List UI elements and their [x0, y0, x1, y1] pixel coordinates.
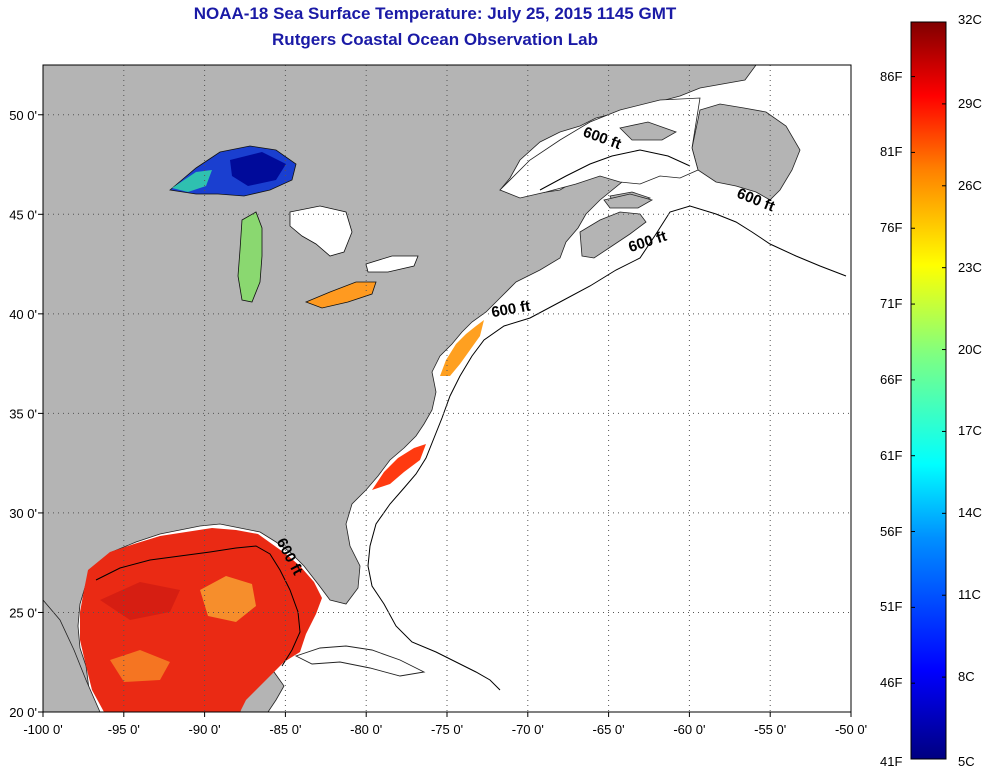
lon-tick-label: -85 0' — [269, 722, 301, 737]
colorbar-fahrenheit-label: 61F — [880, 447, 903, 463]
isobath-600ft-gulf-stlawrence — [539, 149, 691, 191]
sst-gulf-warm-spot-2 — [110, 650, 170, 682]
longitude-labels: -100 0' -95 0' -90 0' -85 0' -80 0' -75 0' -70… — [23, 712, 867, 737]
colorbar-celsius-label: 11C — [958, 587, 981, 603]
land-cuba — [294, 645, 426, 677]
colorbar-fahrenheit-label: 51F — [880, 599, 903, 615]
colorbar-fahrenheit-label: 41F — [880, 754, 903, 769]
lat-tick-label: 45 0' — [9, 207, 37, 222]
lat-tick-label: 40 0' — [9, 307, 37, 322]
colorbar-fahrenheit-label: 56F — [880, 523, 903, 539]
lon-tick-label: -70 0' — [512, 722, 544, 737]
land-nova-scotia — [579, 211, 647, 259]
colorbar-celsius-label: 5C — [958, 754, 975, 769]
colorbar — [910, 21, 947, 760]
map-subtitle: Rutgers Coastal Ocean Observation Lab — [272, 30, 598, 49]
colorbar-celsius-label: 14C — [958, 505, 982, 521]
latitude-labels: 20 0' 25 0' 30 0' 35 0' 40 0' 45 0' 50 0' — [9, 108, 43, 720]
colorbar-fahrenheit-label: 66F — [880, 371, 903, 387]
land-mexico — [43, 599, 101, 712]
sst-gulf-warm-spot — [200, 576, 256, 622]
lat-tick-label: 50 0' — [9, 108, 37, 123]
lon-tick-label: -75 0' — [431, 722, 463, 737]
colorbar-celsius-label: 26C — [958, 177, 982, 193]
colorbar-fahrenheit-label: 86F — [880, 68, 903, 84]
lon-tick-label: -100 0' — [23, 722, 62, 737]
lake-erie — [304, 281, 377, 309]
colorbar-celsius-label: 20C — [958, 341, 982, 357]
colorbar-fahrenheit-label: 46F — [880, 675, 903, 691]
colorbar-celsius-label: 23C — [958, 259, 982, 275]
lat-tick-label: 30 0' — [9, 506, 37, 521]
lat-tick-label: 25 0' — [9, 605, 37, 620]
land-newfoundland — [691, 103, 801, 201]
colorbar-celsius-label: 29C — [958, 95, 982, 111]
lon-tick-label: -55 0' — [754, 722, 786, 737]
isobath-600ft-line — [367, 205, 847, 691]
lon-tick-label: -95 0' — [108, 722, 140, 737]
lon-tick-label: -65 0' — [593, 722, 625, 737]
sst-gulf-darker — [100, 582, 180, 620]
lake-huron — [289, 205, 353, 257]
lon-tick-label: -80 0' — [350, 722, 382, 737]
anticosti-island — [619, 121, 677, 141]
lon-tick-label: -60 0' — [673, 722, 705, 737]
colorbar-celsius-label: 17C — [958, 423, 982, 439]
colorbar-celsius-label: 32C — [958, 12, 982, 27]
sst-carolina — [372, 444, 426, 490]
isobath-600ft-gulf — [95, 545, 301, 667]
map-title: NOAA-18 Sea Surface Temperature: July 25… — [193, 4, 677, 23]
sst-midatlantic — [440, 320, 484, 376]
lake-superior-west — [172, 170, 212, 192]
isobath-label: 600 ft — [490, 298, 532, 322]
lake-superior-cold — [230, 152, 286, 186]
lat-tick-label: 35 0' — [9, 406, 37, 421]
colorbar-fahrenheit-label: 76F — [880, 220, 903, 236]
lake-ontario — [365, 255, 419, 273]
colorbar-ticks — [911, 21, 946, 760]
colorbar-fahrenheit-label: 81F — [880, 144, 903, 160]
land-north-america — [43, 65, 757, 712]
lake-michigan — [237, 211, 263, 303]
lat-tick-label: 20 0' — [9, 705, 37, 720]
pei-island — [603, 193, 654, 209]
lon-tick-label: -90 0' — [189, 722, 221, 737]
colorbar-fahrenheit-label: 71F — [880, 296, 903, 312]
colorbar-celsius-label: 8C — [958, 669, 975, 685]
lon-tick-label: -50 0' — [835, 722, 867, 737]
